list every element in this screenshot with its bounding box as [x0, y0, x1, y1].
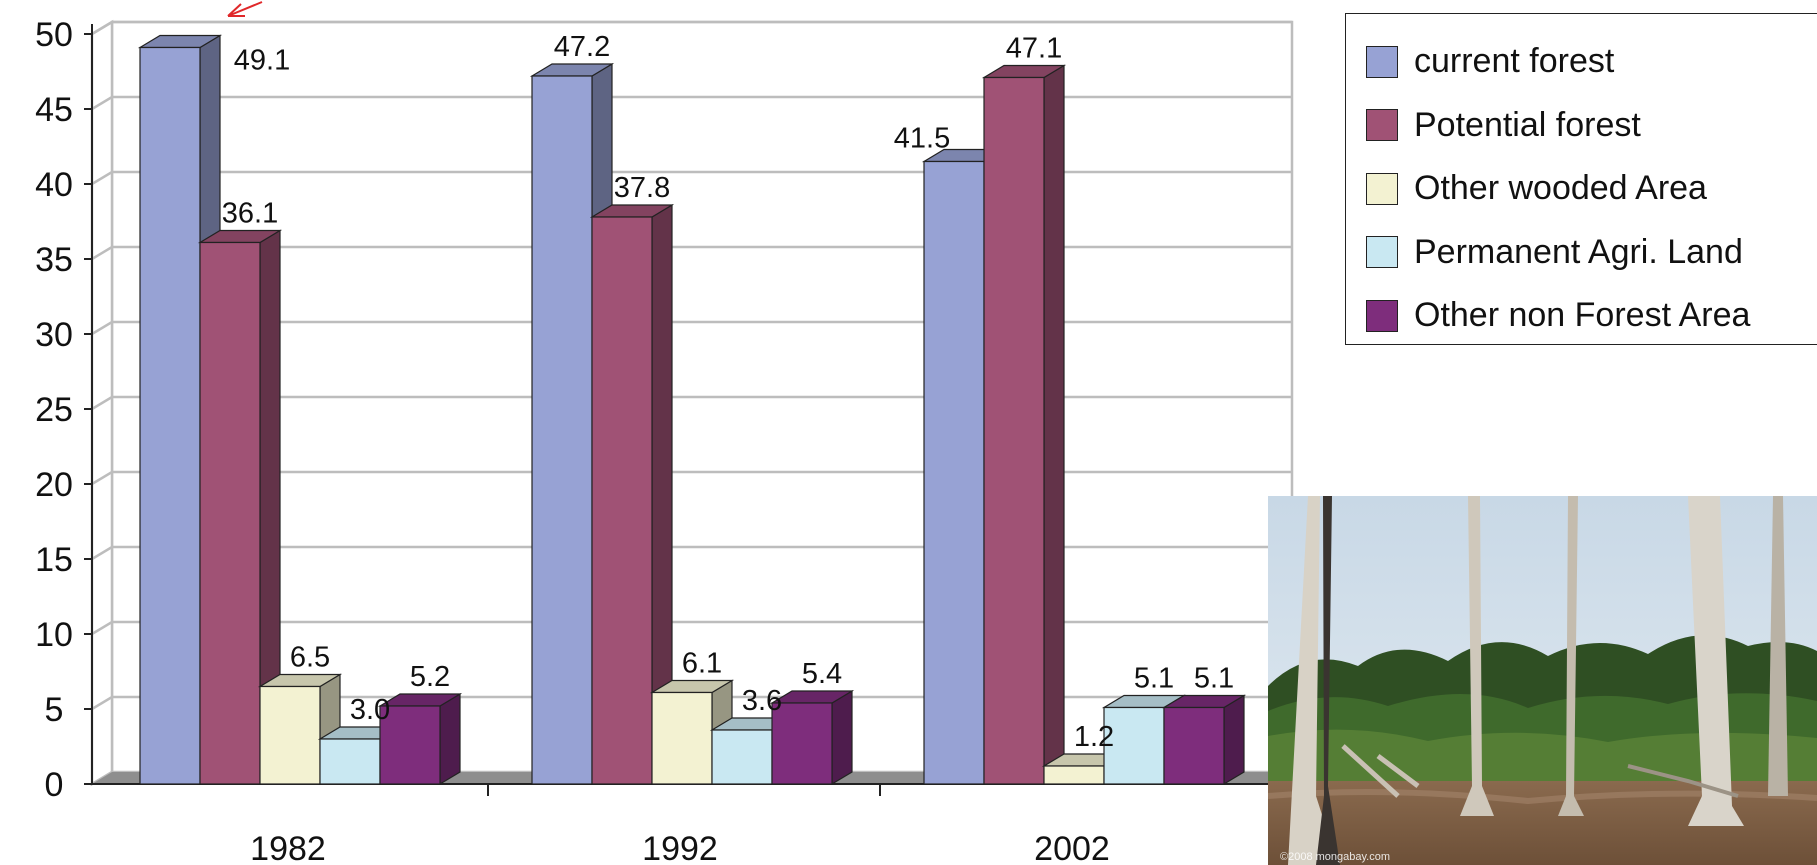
- legend-swatch: [1366, 236, 1398, 269]
- legend-label: current forest: [1414, 42, 1615, 81]
- bar-side: [1223, 694, 1245, 786]
- legend-item: Permanent Agri. Land: [1366, 221, 1817, 285]
- gridline: [91, 170, 1292, 186]
- y-tick-label: 25: [35, 391, 73, 429]
- chart-legend: current forest Potential forest Other wood…: [1345, 13, 1817, 345]
- bar-side: [1043, 64, 1065, 786]
- photo-credit: ©2008 mongabay.com: [1280, 851, 1391, 863]
- legend-swatch: [1366, 45, 1398, 78]
- x-category-label: 1992: [642, 830, 718, 865]
- bar: [139, 46, 201, 785]
- y-tick-label: 35: [35, 241, 73, 279]
- legend-item: Other wooded Area: [1366, 157, 1817, 221]
- data-label: 5.1: [1194, 663, 1234, 695]
- gridline: [91, 695, 1292, 711]
- legend-swatch: [1366, 109, 1398, 142]
- y-tick-label: 5: [45, 691, 64, 729]
- bar: [711, 729, 773, 785]
- legend-swatch: [1366, 299, 1398, 332]
- data-label: 3.6: [742, 685, 782, 717]
- gridline: [91, 395, 1292, 411]
- bar: [259, 685, 321, 785]
- bar: [1043, 765, 1105, 785]
- bar: [379, 705, 441, 785]
- data-label: 47.1: [1006, 33, 1062, 65]
- legend-item: Potential forest: [1366, 94, 1817, 158]
- data-label: 49.1: [234, 45, 290, 77]
- data-label: 1.2: [1074, 721, 1114, 753]
- x-category-label: 1982: [250, 830, 326, 865]
- data-label: 5.1: [1134, 663, 1174, 695]
- data-label: 5.4: [802, 658, 842, 690]
- bar: [983, 76, 1045, 785]
- bar: [651, 691, 713, 785]
- data-label: 6.5: [290, 642, 330, 674]
- legend-item: Other non Forest Area: [1366, 284, 1817, 348]
- bar-side: [439, 692, 461, 786]
- gridline: [91, 545, 1292, 561]
- legend-label: Other wooded Area: [1414, 169, 1707, 208]
- chart-gridlines: [90, 19, 1294, 787]
- bar-side: [831, 689, 853, 786]
- chart-bars: [137, 34, 1247, 786]
- gridline: [91, 620, 1292, 636]
- annotation-arrow: [227, 1, 263, 17]
- chart-labels: 49.1 36.1 6.5 3.0 5.2 47.2 37.8 6.1 3.6 5.4 41.5 47…: [222, 31, 1234, 753]
- y-tick-label: 50: [35, 16, 73, 54]
- data-label: 47.2: [554, 31, 610, 63]
- gridline: [91, 20, 1292, 36]
- data-label: 41.5: [894, 123, 950, 155]
- y-tick-label: 0: [45, 766, 64, 804]
- gridline: [91, 245, 1292, 261]
- gridline: [91, 470, 1292, 486]
- data-label: 36.1: [222, 198, 278, 230]
- legend-label: Potential forest: [1414, 105, 1641, 144]
- y-tick-label: 40: [35, 166, 73, 204]
- gridline: [91, 95, 1292, 111]
- legend-label: Other non Forest Area: [1414, 296, 1751, 335]
- bar: [1163, 706, 1225, 785]
- x-category-label: 2002: [1034, 830, 1110, 865]
- bar-chart: 0 5 10 15 20 25 30 35 40 45 50 1982 1992 2002 49.1 36.…: [35, 1, 1294, 865]
- bar: [591, 216, 653, 785]
- data-label: 5.2: [410, 661, 450, 693]
- y-tick-label: 10: [35, 616, 73, 654]
- bar: [923, 160, 985, 785]
- data-label: 3.0: [350, 694, 390, 726]
- bar: [771, 702, 833, 785]
- bar: [531, 75, 593, 785]
- bar: [199, 241, 261, 785]
- y-tick-label: 45: [35, 91, 73, 129]
- legend-label: Permanent Agri. Land: [1414, 232, 1743, 271]
- bar: [319, 738, 381, 785]
- data-label: 37.8: [614, 172, 670, 204]
- gridline: [91, 320, 1292, 336]
- legend-swatch: [1366, 172, 1398, 205]
- deforestation-photo: ©2008 mongabay.com: [1268, 496, 1817, 865]
- data-label: 6.1: [682, 648, 722, 680]
- y-tick-label: 15: [35, 541, 73, 579]
- y-tick-label: 20: [35, 466, 73, 504]
- legend-item: current forest: [1366, 30, 1817, 94]
- y-tick-label: 30: [35, 316, 73, 354]
